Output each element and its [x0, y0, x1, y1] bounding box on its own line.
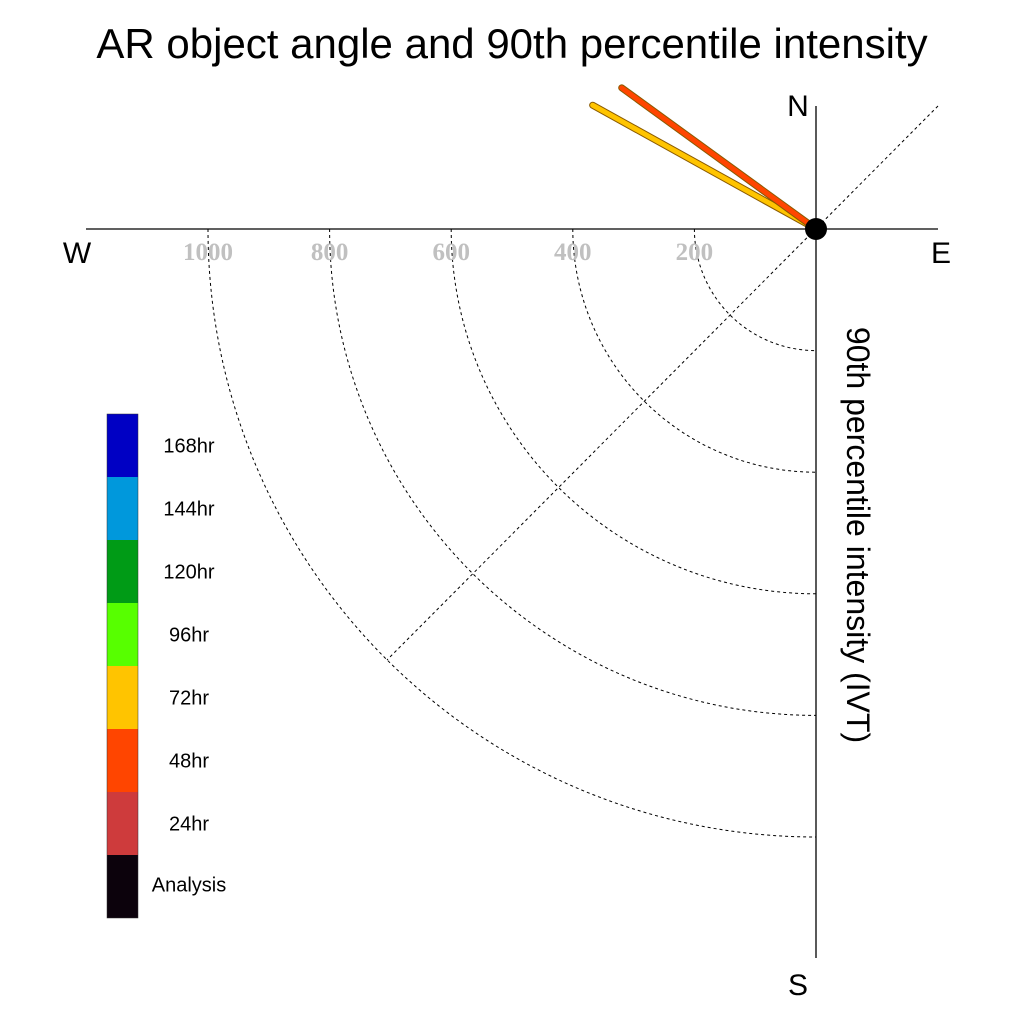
- compass-north-label: N: [787, 90, 809, 123]
- radial-tick-label: 400: [554, 239, 592, 266]
- compass-east-label: E: [931, 237, 951, 270]
- compass-west-label: W: [63, 237, 92, 270]
- grid-diagonal: [386, 105, 939, 661]
- legend-label: 96hr: [169, 625, 209, 647]
- vector-48hr: [619, 85, 819, 232]
- legend-label: 24hr: [169, 814, 209, 836]
- legend-label: 120hr: [163, 562, 214, 584]
- grid-arc: [450, 228, 817, 595]
- legend: 168hr 144hr 120hr 96hr 72hr 48hr 24hr Analysis: [106, 413, 226, 919]
- radial-tick-labels: 200 400 600 800 1000: [183, 239, 713, 266]
- chart-title: AR object angle and 90th percentile inte…: [96, 20, 927, 67]
- radial-tick-label: 600: [432, 239, 470, 266]
- legend-swatch: [107, 855, 138, 918]
- vector-series: [589, 84, 827, 240]
- legend-swatch: [107, 477, 138, 540]
- origin-marker: [805, 218, 827, 240]
- y-axis-label: 90th percentile intensity (IVT): [840, 327, 876, 743]
- legend-label: 168hr: [163, 436, 214, 458]
- radial-tick-label: 1000: [183, 239, 233, 266]
- polar-grid: [207, 105, 939, 838]
- grid-arc: [572, 228, 817, 473]
- grid-arc: [693, 228, 817, 352]
- legend-swatch: [107, 414, 138, 477]
- legend-swatch: [107, 666, 138, 729]
- grid-arc: [207, 228, 817, 838]
- legend-swatch: [107, 603, 138, 666]
- radial-tick-label: 200: [676, 239, 714, 266]
- legend-label: 144hr: [163, 499, 214, 521]
- legend-swatch: [107, 540, 138, 603]
- legend-swatch: [107, 792, 138, 855]
- legend-swatch: [107, 729, 138, 792]
- legend-label: 72hr: [169, 688, 209, 710]
- compass-south-label: S: [788, 969, 808, 1002]
- radial-tick-label: 800: [311, 239, 349, 266]
- vector-72hr: [590, 102, 819, 232]
- compass-axes: [86, 106, 938, 958]
- legend-label: Analysis: [152, 875, 226, 897]
- legend-label: 48hr: [169, 751, 209, 773]
- legend-frame: [106, 413, 139, 919]
- grid-arc: [329, 228, 817, 716]
